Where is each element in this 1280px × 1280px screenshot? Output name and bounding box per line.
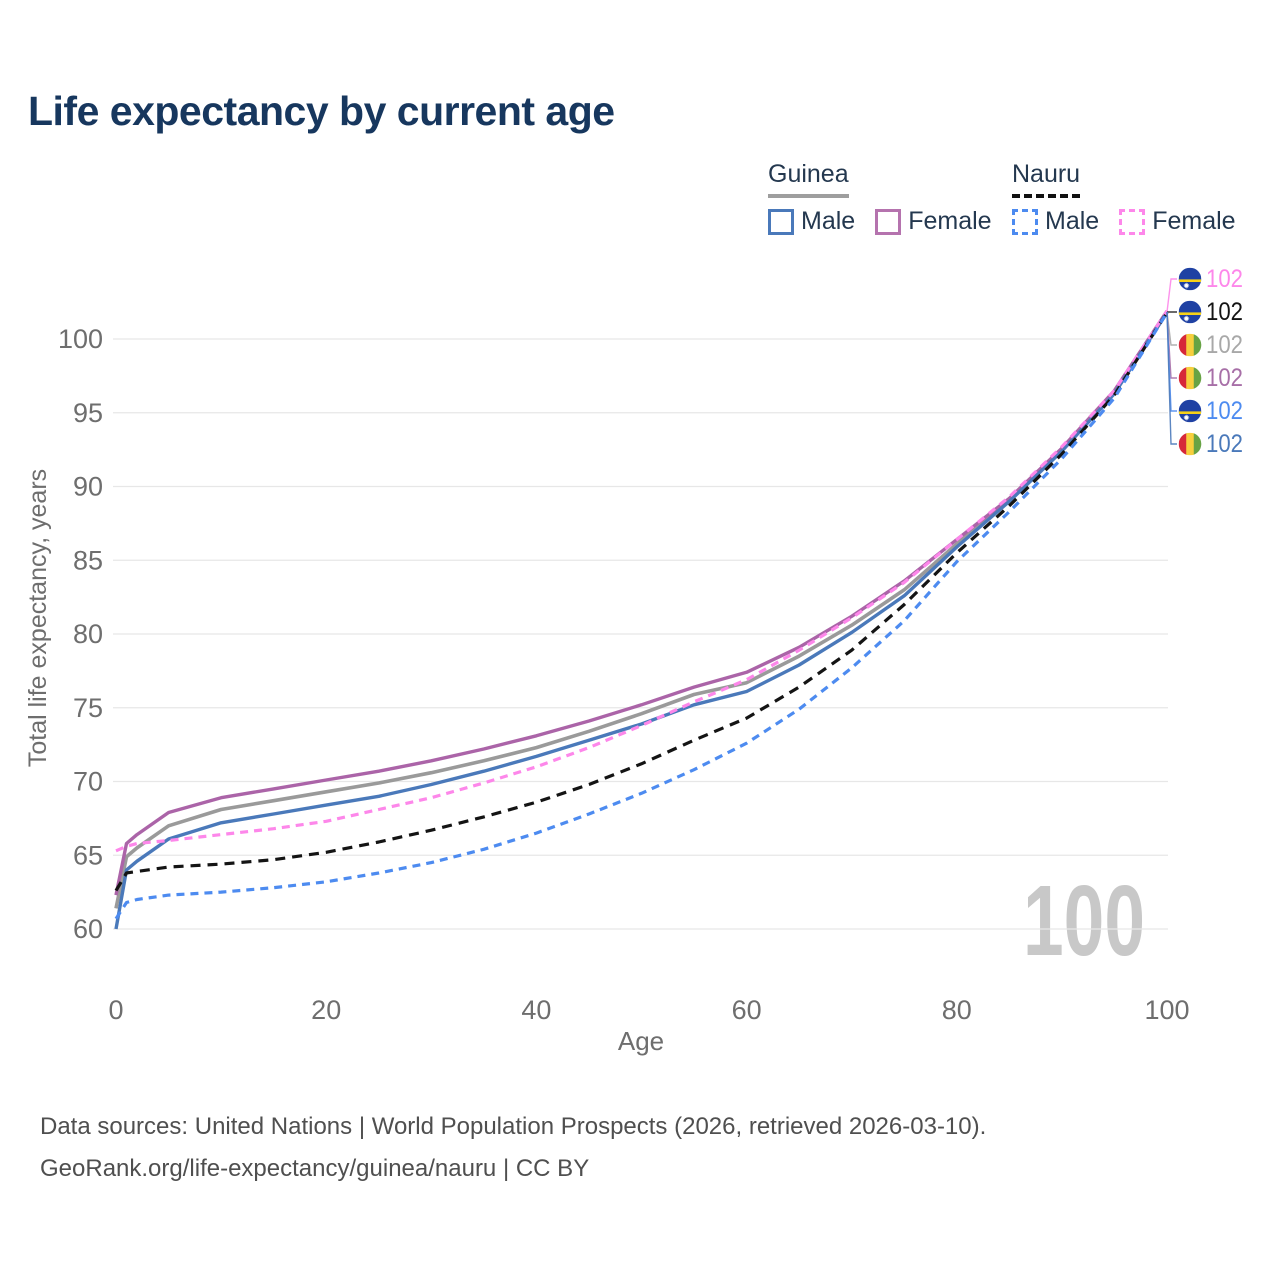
y-tick-label-90: 90 <box>73 472 103 502</box>
legend-item-nauru-female[interactable]: Female <box>1119 207 1236 236</box>
legend-swatch-nauru-female <box>1119 208 1146 235</box>
flag-icon-guinea[interactable] <box>1178 333 1202 357</box>
end-value-label-3[interactable]: 102 <box>1206 364 1243 392</box>
leader-line-nauru-0 <box>1166 278 1177 313</box>
series-line-guinea_female[interactable] <box>114 310 1169 896</box>
leader-line-guinea-5 <box>1166 311 1177 445</box>
series-line-nauru_female[interactable] <box>115 310 1169 853</box>
legend-group-guinea: Guinea Male Female <box>768 160 992 236</box>
end-value-label-2[interactable]: 102 <box>1206 331 1243 359</box>
page-title: Life expectancy by current age <box>28 88 615 134</box>
legend-label-nauru-male: Male <box>1045 207 1100 235</box>
end-value-label-1[interactable]: 102 <box>1206 298 1243 326</box>
x-axis-title: Age <box>618 1026 664 1056</box>
flag-icon-guinea[interactable] <box>1178 366 1202 390</box>
series-line-nauru_male[interactable] <box>114 311 1169 920</box>
legend-label-guinea-female: Female <box>908 207 992 235</box>
flag-icon-nauru[interactable] <box>1178 300 1202 324</box>
series-line-nauru_total[interactable] <box>114 311 1169 892</box>
y-tick-label-75: 75 <box>73 693 103 723</box>
flag-icon-nauru[interactable] <box>1178 267 1202 291</box>
legend-item-guinea-male[interactable]: Male <box>768 207 855 236</box>
legend-country-guinea: Guinea <box>768 160 849 198</box>
y-tick-label-80: 80 <box>73 619 103 649</box>
x-tick-label-80: 80 <box>942 995 972 1025</box>
watermark-age-counter: 100 <box>1023 865 1145 977</box>
flag-icon-nauru[interactable] <box>1178 399 1202 423</box>
x-tick-label-40: 40 <box>521 995 551 1025</box>
end-value-label-5[interactable]: 102 <box>1206 430 1243 458</box>
x-tick-label-0: 0 <box>108 995 123 1025</box>
x-tick-label-60: 60 <box>732 995 762 1025</box>
legend-item-guinea-female[interactable]: Female <box>875 207 992 236</box>
x-tick-label-20: 20 <box>311 995 341 1025</box>
y-tick-label-95: 95 <box>73 398 103 428</box>
legend-row-nauru: Male Female <box>1012 207 1236 236</box>
y-axis-title: Total life expectancy, years <box>24 469 52 767</box>
y-tick-label-100: 100 <box>58 324 103 354</box>
legend-swatch-guinea-male <box>768 208 794 235</box>
legend-item-nauru-male[interactable]: Male <box>1012 207 1099 236</box>
series-line-guinea_male[interactable] <box>114 311 1169 930</box>
footer-attribution: GeoRank.org/life-expectancy/guinea/nauru… <box>40 1155 590 1182</box>
y-tick-label-85: 85 <box>73 545 103 575</box>
series-line-guinea_total[interactable] <box>114 311 1169 909</box>
y-tick-label-70: 70 <box>73 767 103 797</box>
legend-row-guinea: Male Female <box>768 207 992 236</box>
legend-country-nauru: Nauru <box>1012 160 1081 198</box>
legend-label-guinea-male: Male <box>801 207 856 235</box>
x-tick-label-100: 100 <box>1144 995 1189 1025</box>
y-tick-label-60: 60 <box>73 914 103 944</box>
legend-group-nauru: Nauru Male Female <box>1012 160 1236 236</box>
y-tick-label-65: 65 <box>73 840 103 870</box>
flag-icon-guinea[interactable] <box>1178 432 1202 456</box>
legend-swatch-nauru-male <box>1012 208 1038 235</box>
footer-data-sources: Data sources: United Nations | World Pop… <box>40 1113 987 1140</box>
end-value-label-0[interactable]: 102 <box>1206 265 1243 293</box>
legend-label-nauru-female: Female <box>1152 207 1236 235</box>
chart-footer: Data sources: United Nations | World Pop… <box>40 1106 986 1190</box>
legend-swatch-guinea-female <box>875 208 902 235</box>
end-value-label-4[interactable]: 102 <box>1206 397 1243 425</box>
